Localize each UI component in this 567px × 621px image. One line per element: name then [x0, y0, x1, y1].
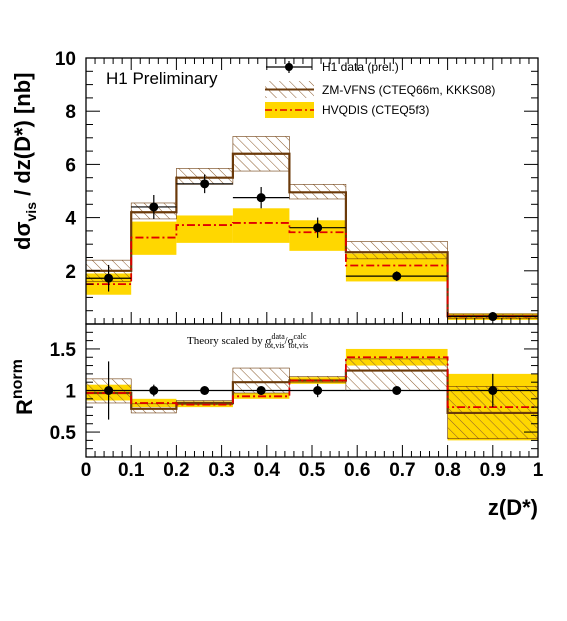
bottom-data-points [86, 361, 538, 420]
bottom-zm-band-bin-5 [345, 358, 448, 391]
axis-ticks: 2 4 6 8 10 0.5 1 1.5 0 0.1 0.2 0.3 0.4 0.5 0.6 0.7 0.8 0.… [50, 49, 544, 481]
bottom-data-point-4 [313, 386, 323, 395]
bottom-y-tick-label: 1 [65, 382, 76, 403]
top-zm-band-bin-5 [345, 241, 448, 260]
x-tick-label: 0.2 [163, 460, 189, 481]
top-data-point-4 [313, 223, 323, 233]
x-tick-label: 0.1 [118, 460, 145, 481]
x-tick-label: 1 [533, 460, 544, 481]
top-y-tick-label: 6 [65, 155, 76, 176]
top-data-point-1 [149, 202, 159, 212]
legend: H1 data (prel.) ZM-VFNS (CTEQ66m, KKKS08… [265, 60, 495, 118]
legend-data-marker [285, 63, 293, 71]
bottom-data-point-2 [200, 386, 210, 395]
top-hvq-central-line [86, 222, 538, 318]
top-hvq-band-bin-3 [232, 208, 290, 243]
x-tick-label: 0.6 [344, 460, 370, 481]
bottom-y-axis-title: Rnorm [9, 359, 37, 415]
x-tick-label: 0 [81, 460, 92, 481]
top-data-point-3 [256, 193, 266, 203]
top-data-points [86, 174, 538, 322]
bottom-y-tick-label: 0.5 [50, 423, 77, 444]
x-axis-title: z(D*) [488, 495, 538, 520]
bottom-data-point-3 [256, 386, 266, 395]
top-y-tick-label: 10 [55, 49, 76, 70]
preliminary-label: H1 Preliminary [106, 69, 218, 88]
top-data-point-5 [392, 271, 402, 281]
legend-data-label: H1 data (prel.) [322, 60, 399, 74]
top-hvqdis-band [86, 208, 538, 321]
top-y-tick-label: 8 [65, 102, 76, 123]
top-data-point-0 [104, 273, 114, 283]
legend-hvq-label: HVQDIS (CTEQ5f3) [322, 103, 429, 117]
legend-hvq-swatch [265, 102, 314, 118]
legend-zm-label: ZM-VFNS (CTEQ66m, KKKS08) [322, 83, 495, 97]
bottom-data-point-0 [104, 386, 114, 395]
bottom-y-tick-label: 1.5 [50, 340, 77, 361]
top-hvq-band-bin-2 [176, 215, 233, 243]
x-tick-label: 0.5 [299, 460, 326, 481]
top-zm-central-line [86, 152, 538, 318]
top-y-tick-label: 4 [65, 209, 76, 230]
bottom-hvq-central-line [86, 356, 538, 409]
top-y-axis-title: dσvis / dz(D*) [nb] [10, 72, 39, 250]
top-data-point-2 [200, 179, 210, 189]
bottom-data-point-6 [488, 386, 498, 395]
x-tick-label: 0.3 [208, 460, 234, 481]
bottom-zm-central-line [86, 369, 538, 415]
x-tick-label: 0.8 [434, 460, 460, 481]
x-tick-label: 0.4 [254, 460, 281, 481]
bottom-data-point-5 [392, 386, 402, 395]
top-histograms [86, 152, 538, 318]
x-tick-label: 0.7 [389, 460, 415, 481]
bottom-hvq-band-bin-1 [131, 398, 177, 408]
x-tick-label: 0.9 [480, 460, 506, 481]
bottom-histograms [86, 356, 538, 415]
scaling-note: Theory scaled by σdata tot,vis/σcalc tot,v… [187, 332, 308, 350]
top-y-tick-label: 2 [65, 262, 76, 283]
bottom-data-point-1 [149, 386, 159, 395]
